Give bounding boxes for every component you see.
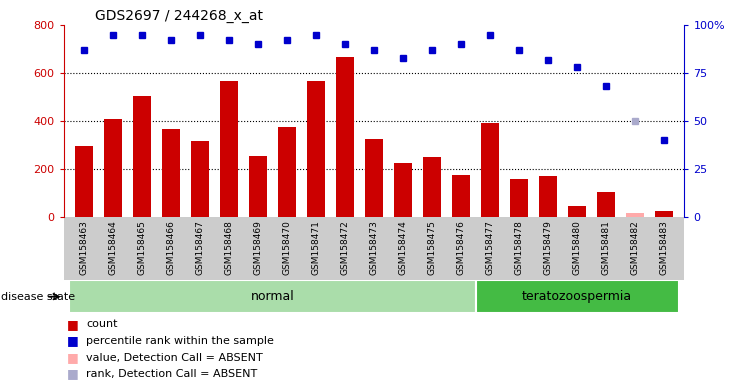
Text: ■: ■ [67, 334, 79, 348]
Text: GSM158468: GSM158468 [224, 220, 233, 275]
Text: disease state: disease state [1, 291, 75, 302]
Bar [76, 146, 93, 217]
Bar [191, 141, 209, 217]
Text: GSM158476: GSM158476 [456, 220, 465, 275]
Bar [249, 156, 266, 217]
Text: GSM158469: GSM158469 [254, 220, 263, 275]
Bar [220, 81, 238, 217]
Text: normal: normal [251, 290, 294, 303]
Bar [598, 192, 615, 217]
Text: ■: ■ [67, 351, 79, 364]
Bar [365, 139, 383, 217]
Bar [104, 119, 122, 217]
Text: GSM158463: GSM158463 [79, 220, 88, 275]
Bar [482, 123, 499, 217]
Bar [307, 81, 325, 217]
Bar [337, 57, 354, 217]
Text: value, Detection Call = ABSENT: value, Detection Call = ABSENT [86, 353, 263, 362]
Text: GDS2697 / 244268_x_at: GDS2697 / 244268_x_at [94, 8, 263, 23]
Text: GSM158470: GSM158470 [283, 220, 292, 275]
Text: count: count [86, 319, 117, 329]
Bar [133, 96, 150, 217]
Text: GSM158473: GSM158473 [370, 220, 378, 275]
Bar [626, 214, 644, 217]
Bar [162, 129, 180, 217]
Bar [476, 280, 678, 313]
Bar [70, 280, 476, 313]
Text: GSM158481: GSM158481 [601, 220, 610, 275]
Text: GSM158467: GSM158467 [195, 220, 204, 275]
Text: GSM158478: GSM158478 [515, 220, 524, 275]
Bar [278, 127, 295, 217]
Text: GSM158480: GSM158480 [572, 220, 582, 275]
Text: GSM158477: GSM158477 [485, 220, 494, 275]
Text: GSM158472: GSM158472 [340, 220, 349, 275]
Text: percentile rank within the sample: percentile rank within the sample [86, 336, 274, 346]
Text: rank, Detection Call = ABSENT: rank, Detection Call = ABSENT [86, 369, 257, 379]
Text: GSM158483: GSM158483 [660, 220, 669, 275]
Text: GSM158466: GSM158466 [166, 220, 176, 275]
Text: GSM158464: GSM158464 [108, 220, 117, 275]
Text: GSM158471: GSM158471 [311, 220, 320, 275]
Text: GSM158475: GSM158475 [428, 220, 437, 275]
Bar [423, 157, 441, 217]
Bar [394, 163, 411, 217]
Bar [453, 175, 470, 217]
Bar [510, 179, 528, 217]
Text: GSM158474: GSM158474 [399, 220, 408, 275]
Text: teratozoospermia: teratozoospermia [522, 290, 632, 303]
Bar [568, 206, 586, 217]
Text: GSM158479: GSM158479 [544, 220, 553, 275]
Text: GSM158482: GSM158482 [631, 220, 640, 275]
Text: ■: ■ [67, 318, 79, 331]
Bar [655, 211, 672, 217]
Text: ■: ■ [67, 367, 79, 381]
Text: GSM158465: GSM158465 [138, 220, 147, 275]
Bar [539, 176, 557, 217]
